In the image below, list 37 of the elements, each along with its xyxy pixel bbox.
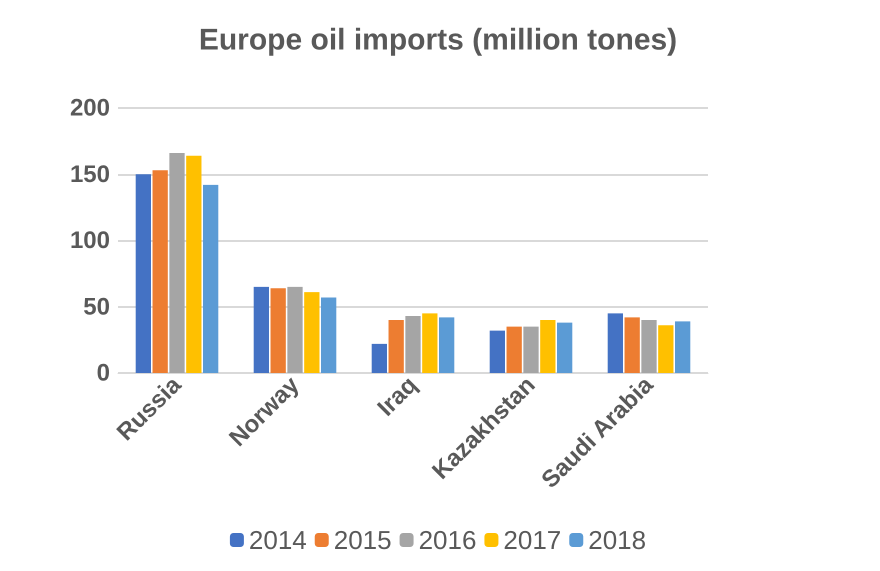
bar [506, 326, 522, 373]
y-tick-label: 0 [96, 360, 110, 386]
bar [169, 153, 185, 373]
bar [136, 174, 151, 373]
bar [270, 288, 286, 373]
bar [439, 317, 454, 373]
bar [624, 317, 640, 373]
bar [641, 320, 657, 373]
chart-title: Europe oil imports (million tones) [198, 24, 678, 56]
bar [203, 184, 218, 373]
bar [304, 292, 320, 373]
legend-label: 2015 [334, 525, 392, 555]
bar [287, 286, 303, 373]
legend-label: 2014 [248, 525, 307, 555]
y-tick-label: 50 [83, 293, 110, 320]
bar [608, 313, 623, 373]
bar [422, 313, 438, 373]
bar [186, 156, 202, 373]
y-tick-label: 200 [70, 94, 110, 122]
bar [405, 316, 421, 373]
bar [490, 330, 505, 373]
bar [540, 320, 556, 373]
bar [557, 322, 572, 373]
bar [372, 344, 387, 373]
y-tick-label: 150 [70, 160, 110, 188]
y-tick-label: 100 [70, 227, 110, 254]
x-tick-label: Iraq [372, 371, 423, 422]
bar [388, 320, 404, 373]
legend-label: 2017 [503, 525, 562, 555]
legend-label: 2016 [418, 525, 476, 555]
bar [523, 326, 539, 373]
bar [152, 170, 168, 373]
bar [321, 297, 336, 373]
bar [254, 286, 269, 373]
bar [658, 325, 674, 373]
legend-label: 2018 [588, 525, 646, 555]
bar [675, 321, 690, 373]
